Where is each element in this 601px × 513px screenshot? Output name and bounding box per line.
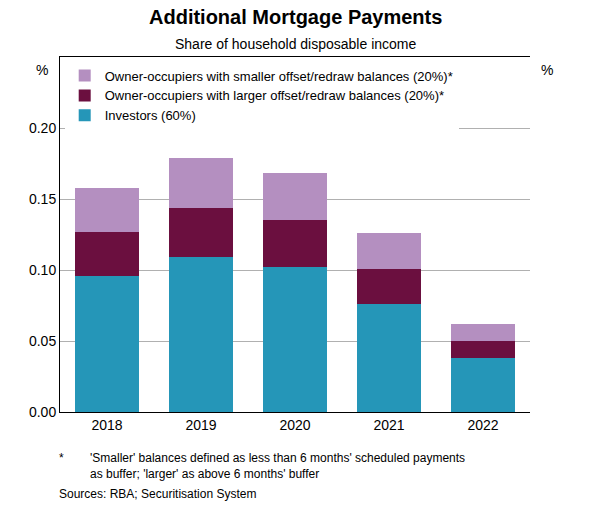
- svg-text:Investors (60%): Investors (60%): [105, 108, 196, 123]
- svg-text:0.10: 0.10: [29, 262, 56, 278]
- svg-text:0.05: 0.05: [29, 333, 56, 349]
- svg-text:2022: 2022: [467, 417, 498, 433]
- svg-text:Owner-occupiers with larger of: Owner-occupiers with larger offset/redra…: [105, 88, 444, 103]
- svg-text:0.20: 0.20: [29, 120, 56, 136]
- svg-text:'Smaller' balances defined as: 'Smaller' balances defined as less than …: [90, 451, 465, 465]
- svg-text:Sources: RBA; Securitisation S: Sources: RBA; Securitisation System: [59, 487, 256, 501]
- svg-text:2019: 2019: [185, 417, 216, 433]
- svg-text:0.15: 0.15: [29, 191, 56, 207]
- svg-text:Owner-occupiers with smaller o: Owner-occupiers with smaller offset/redr…: [105, 69, 453, 84]
- svg-text:2020: 2020: [279, 417, 310, 433]
- svg-text:as buffer; 'larger' as above 6: as buffer; 'larger' as above 6 months' b…: [90, 467, 319, 481]
- svg-text:*: *: [59, 451, 64, 465]
- svg-text:0.00: 0.00: [29, 404, 56, 420]
- svg-text:2018: 2018: [91, 417, 122, 433]
- svg-text:%: %: [36, 62, 48, 78]
- svg-text:Share of household disposable: Share of household disposable income: [175, 36, 416, 52]
- svg-text:Additional Mortgage Payments: Additional Mortgage Payments: [149, 6, 442, 28]
- svg-text:%: %: [541, 62, 553, 78]
- svg-text:2021: 2021: [373, 417, 404, 433]
